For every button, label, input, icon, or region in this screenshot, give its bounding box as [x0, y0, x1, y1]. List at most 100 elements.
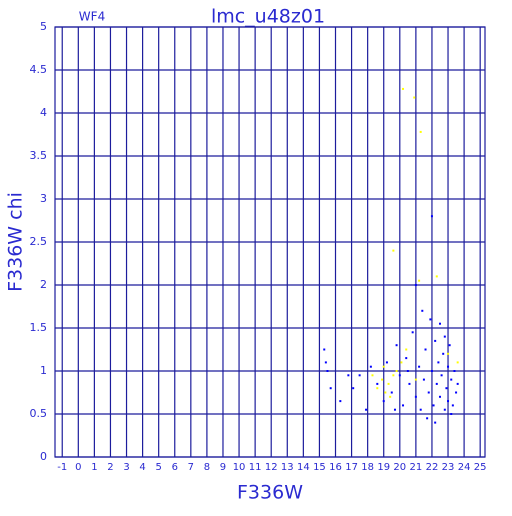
point: [451, 404, 454, 407]
point: [402, 404, 405, 407]
point: [456, 361, 459, 364]
point: [419, 408, 422, 411]
x-tick-label: 17: [345, 462, 358, 473]
point: [408, 382, 411, 385]
point: [371, 374, 374, 377]
point: [437, 361, 440, 364]
point: [392, 374, 395, 377]
point: [414, 284, 417, 286]
point: [324, 361, 327, 364]
x-tick-label: -1: [57, 462, 67, 473]
point: [339, 400, 342, 403]
point: [426, 417, 429, 420]
x-tick-label: 20: [393, 462, 406, 473]
point: [453, 370, 456, 372]
point: [376, 387, 379, 390]
y-tick-label: 1.5: [30, 321, 48, 334]
y-tick-label: 1: [40, 364, 47, 377]
y-tick-label: 4: [40, 106, 47, 119]
x-tick-label: 24: [458, 462, 471, 473]
point: [389, 395, 392, 398]
point: [456, 382, 459, 385]
x-tick-label: 23: [442, 462, 455, 473]
point: [430, 370, 433, 372]
chart-subtitle: WF4: [79, 10, 105, 24]
point: [434, 421, 437, 424]
point: [427, 391, 430, 394]
point: [438, 395, 441, 398]
x-tick-label: 2: [107, 462, 113, 473]
point: [352, 387, 355, 390]
point: [402, 87, 405, 90]
point: [393, 408, 396, 411]
point: [447, 365, 450, 368]
point: [376, 382, 379, 385]
point: [382, 365, 385, 368]
point: [390, 391, 393, 394]
y-tick-label: 2: [40, 278, 47, 291]
point: [392, 249, 395, 252]
x-tick-label: 11: [249, 462, 262, 473]
x-tick-label: 21: [410, 462, 423, 473]
x-tick-label: 5: [155, 462, 161, 473]
point: [405, 348, 408, 351]
point: [418, 279, 421, 282]
point: [382, 400, 385, 403]
point: [329, 387, 332, 390]
x-tick-label: 1: [91, 462, 97, 473]
point: [414, 395, 417, 398]
x-tick-label: 14: [297, 462, 310, 473]
point: [438, 322, 441, 325]
point: [405, 357, 408, 360]
x-tick-label: 8: [204, 462, 210, 473]
point: [440, 374, 443, 377]
y-tick-label: 3.5: [30, 149, 48, 162]
point: [450, 378, 453, 381]
point: [326, 370, 329, 372]
x-tick-label: 12: [265, 462, 278, 473]
point: [395, 370, 398, 372]
point: [387, 382, 390, 385]
point: [447, 400, 450, 403]
x-tick-label: 4: [139, 462, 145, 473]
point: [421, 309, 424, 312]
point: [429, 318, 432, 321]
point: [434, 339, 437, 342]
x-tick-label: 6: [172, 462, 178, 473]
x-tick-label: 19: [377, 462, 390, 473]
point: [422, 378, 425, 381]
point: [419, 130, 422, 133]
point: [398, 374, 401, 377]
y-tick-label: 2.5: [30, 235, 48, 248]
x-tick-label: 15: [313, 462, 326, 473]
x-tick-label: 13: [281, 462, 294, 473]
point: [435, 275, 438, 278]
point: [435, 382, 438, 385]
x-tick-label: 3: [123, 462, 129, 473]
point: [445, 387, 448, 390]
y-tick-label: 5: [40, 20, 47, 33]
x-tick-label: 18: [361, 462, 374, 473]
point: [424, 348, 427, 351]
point: [443, 335, 446, 338]
point: [413, 96, 416, 99]
x-axis-label: F336W: [237, 482, 303, 504]
point: [381, 378, 384, 381]
x-tick-label: 16: [329, 462, 342, 473]
point: [323, 348, 326, 351]
point: [448, 344, 451, 347]
x-tick-label: 25: [474, 462, 487, 473]
point: [442, 352, 445, 355]
x-tick-label: 10: [233, 462, 246, 473]
y-tick-label: 4.5: [30, 63, 48, 76]
point: [418, 365, 421, 368]
y-tick-label: 3: [40, 192, 47, 205]
point: [443, 408, 446, 411]
x-tick-label: 0: [75, 462, 81, 473]
point: [384, 391, 387, 394]
point: [400, 361, 403, 364]
point: [450, 413, 453, 415]
point: [455, 391, 458, 394]
